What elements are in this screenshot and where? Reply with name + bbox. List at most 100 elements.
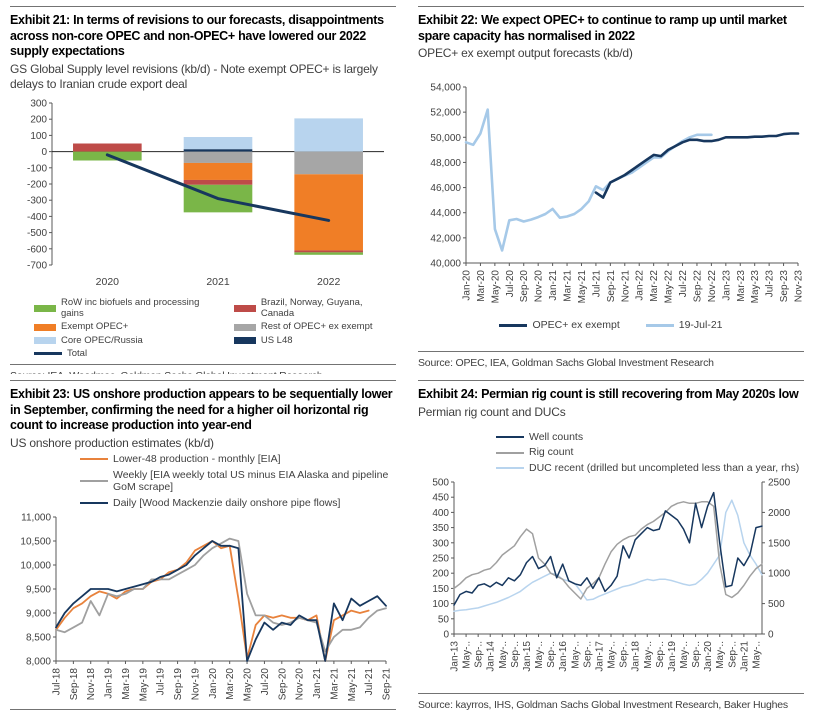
top-divider [10, 380, 396, 381]
legend-item: 19-Jul-21 [645, 319, 723, 332]
source-divider [10, 363, 396, 365]
svg-text:48,000: 48,000 [430, 158, 461, 169]
legend-item: Total [34, 348, 222, 359]
legend-item: RoW inc biofuels and processing gains [34, 297, 222, 320]
top-divider [418, 380, 804, 381]
legend-label: OPEC+ ex exempt [532, 319, 620, 331]
legend-item: Exempt OPEC+ [34, 321, 222, 332]
svg-text:Sep-..: Sep-.. [727, 641, 738, 668]
legend-swatch [496, 435, 524, 438]
legend-label: Lower-48 production - monthly [EIA] [113, 453, 281, 466]
svg-text:May-..: May-.. [570, 641, 581, 669]
svg-text:Jan-13: Jan-13 [450, 641, 461, 672]
exhibit-24-panel: Exhibit 24: Permian rig count is still r… [408, 374, 816, 716]
source-divider [418, 351, 804, 352]
svg-text:May-..: May-.. [715, 641, 726, 669]
svg-text:450: 450 [432, 493, 449, 504]
svg-text:200: 200 [432, 569, 449, 580]
svg-text:-200: -200 [27, 179, 47, 190]
svg-text:May-..: May-.. [534, 641, 545, 669]
legend-swatch [233, 323, 256, 331]
svg-text:May-..: May-.. [643, 641, 654, 669]
legend-label: Brazil, Norway, Guyana, Canada [260, 296, 363, 320]
supply-revisions-svg: -700 -600 -500 -400 -300 -200 -100 0 100 200 300 20… [27, 98, 384, 288]
svg-text:300: 300 [432, 539, 449, 550]
legend-item: Brazil, Norway, Guyana, Canada [233, 296, 396, 320]
exhibit-21-legend: RoW inc biofuels and processing gains Exe… [34, 297, 396, 360]
svg-text:Sep-21: Sep-21 [382, 668, 393, 701]
svg-text:Sep-..: Sep-.. [474, 641, 485, 668]
legend-swatch [499, 323, 528, 327]
svg-text:Mar-19: Mar-19 [121, 668, 132, 700]
svg-text:400: 400 [432, 508, 449, 519]
legend-swatch [80, 480, 108, 483]
svg-text:150: 150 [432, 584, 449, 595]
exhibit-23-source-row: Source: Wood Mackenzie, EIA, Goldman Sac… [10, 705, 396, 716]
legend-swatch [34, 337, 56, 345]
svg-text:500: 500 [768, 600, 785, 611]
svg-text:300: 300 [30, 98, 47, 109]
legend-item: Lower-48 production - monthly [EIA] [80, 453, 396, 466]
source-divider [418, 693, 804, 694]
legend-swatch [80, 458, 108, 461]
exhibit-22-chart-block: 40,000 42,000 44,000 46,000 48,000 50,000 52,0… [418, 79, 804, 332]
legend-label: DUC recent (drilled but uncompleted less… [529, 461, 800, 474]
legend-item: Daily [Wood Mackenzie daily onshore pipe… [80, 497, 396, 510]
svg-text:Jan-20: Jan-20 [462, 270, 473, 301]
legend-column: Brazil, Norway, Guyana, Canada Rest of OP… [233, 296, 396, 360]
svg-text:2021: 2021 [206, 276, 230, 288]
exhibit-24-legend: Well counts Rig count DUC recent (drilled … [496, 431, 804, 475]
svg-text:Jul-19: Jul-19 [156, 668, 167, 696]
exhibit-21-chart-block: -700 -600 -500 -400 -300 -200 -100 0 100 200 300 20… [10, 95, 396, 360]
svg-text:Sep-19: Sep-19 [173, 668, 184, 701]
exhibit-22-panel: Exhibit 22: We expect OPEC+ to continue … [408, 0, 816, 374]
svg-text:Sep-20: Sep-20 [519, 270, 530, 303]
legend-label: Rig count [529, 446, 574, 459]
svg-text:Jul-21: Jul-21 [364, 668, 375, 696]
legend-label: 19-Jul-21 [678, 319, 723, 331]
svg-text:May-22: May-22 [664, 270, 675, 304]
legend-item: US L48 [233, 335, 396, 346]
exhibit-23-subtitle: US onshore production estimates (kb/d) [10, 435, 214, 450]
svg-text:Jan-23: Jan-23 [721, 270, 732, 301]
svg-text:46,000: 46,000 [430, 183, 461, 194]
svg-text:Mar-20: Mar-20 [476, 270, 487, 302]
svg-text:2020: 2020 [96, 276, 120, 288]
svg-text:Sep-..: Sep-.. [691, 641, 702, 668]
permian-rigs-ducs-svg: 0 50 100 150 200 250 300 350 400 450 500 0 500 1000 15… [432, 478, 791, 672]
svg-text:Jan-17: Jan-17 [594, 641, 605, 672]
svg-text:Jan-14: Jan-14 [486, 641, 497, 672]
svg-text:May-..: May-.. [751, 641, 762, 669]
exhibit-24-source-row: Source: kayrros, IHS, Goldman Sachs Glob… [418, 689, 804, 714]
svg-text:Jan-18: Jan-18 [631, 641, 642, 672]
legend-item: Core OPEC/Russia [34, 335, 222, 346]
svg-text:Nov-22: Nov-22 [707, 270, 718, 303]
svg-text:Sep-23: Sep-23 [779, 270, 790, 303]
svg-text:Nov-23: Nov-23 [794, 270, 805, 303]
svg-text:May-..: May-.. [462, 641, 473, 669]
legend-label: Rest of OPEC+ ex exempt [260, 321, 373, 333]
us-onshore-line-chart: 8,000 8,500 9,000 9,500 10,000 10,500 11,000 Ju… [10, 511, 396, 705]
svg-text:10,500: 10,500 [20, 537, 51, 548]
exhibit-23-panel: Exhibit 23: US onshore production appear… [0, 374, 408, 716]
legend-column: RoW inc biofuels and processing gains Exe… [34, 297, 222, 360]
svg-text:Nov-19: Nov-19 [190, 668, 201, 701]
svg-text:50,000: 50,000 [430, 133, 461, 144]
svg-text:2000: 2000 [768, 508, 791, 519]
legend-label: Daily [Wood Mackenzie daily onshore pipe… [113, 496, 341, 509]
us-onshore-production-svg: 8,000 8,500 9,000 9,500 10,000 10,500 11,000 Ju… [20, 513, 393, 702]
svg-text:9,500: 9,500 [26, 585, 51, 596]
svg-text:May-21: May-21 [347, 668, 358, 702]
opec-output-line-chart: 40,000 42,000 44,000 46,000 48,000 50,000 52,0… [418, 79, 804, 315]
svg-text:0: 0 [443, 630, 449, 641]
legend-item: OPEC+ ex exempt [499, 319, 620, 332]
top-divider [418, 6, 804, 7]
svg-text:Sep-..: Sep-.. [619, 641, 630, 668]
svg-text:Jan-19: Jan-19 [104, 668, 115, 699]
legend-item: Weekly [EIA weekly total US minus EIA Al… [80, 469, 396, 494]
svg-text:-300: -300 [27, 195, 47, 206]
legend-swatch [645, 323, 674, 327]
exhibit-24-chart-block: Well counts Rig count DUC recent (drilled … [418, 431, 804, 681]
legend-label: Well counts [529, 430, 584, 443]
svg-text:8,000: 8,000 [26, 657, 51, 668]
